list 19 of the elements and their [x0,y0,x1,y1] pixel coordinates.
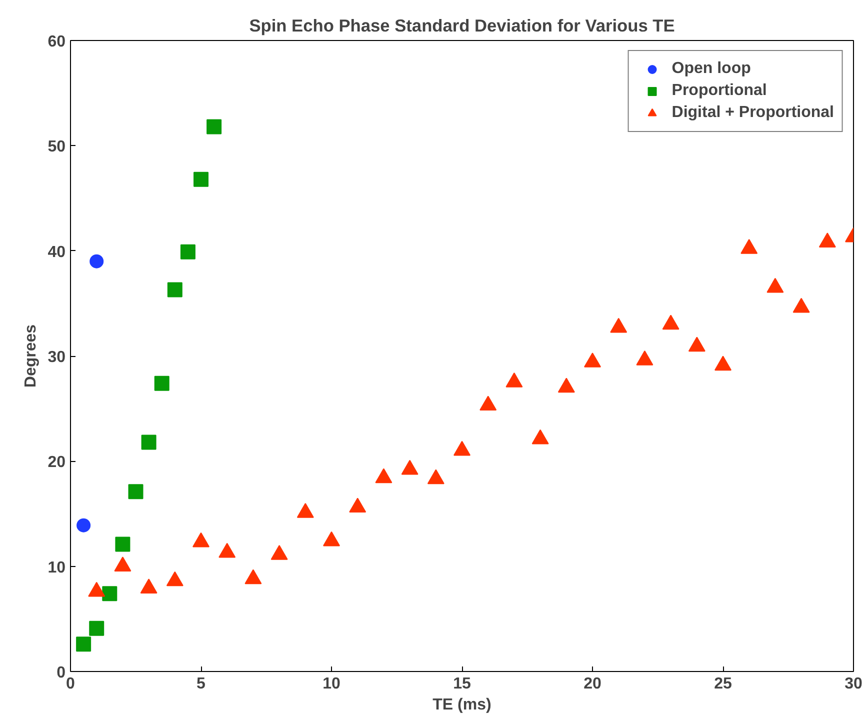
chart-title: Spin Echo Phase Standard Deviation for Various TE [249,16,675,36]
x-tick-label: 30 [844,676,862,692]
y-tick-label: 60 [48,34,66,50]
x-tick-label: 25 [714,676,732,692]
y-tick-label: 40 [48,244,66,261]
legend-label: Digital + Proportional [672,104,834,122]
y-tick-label: 0 [56,664,66,682]
x-tick-label: 5 [196,676,206,692]
y-tick-label: 30 [48,349,66,366]
x-tick-label: 10 [322,676,340,692]
x-tick-label: 20 [584,676,602,692]
y-axis-title: Degrees [22,324,40,388]
x-axis-title: TE (ms) [432,696,492,714]
legend-label: Open loop [672,60,751,78]
x-tick-label: 15 [453,676,471,692]
y-tick-label: 20 [48,454,66,472]
y-tick-label: 10 [48,559,66,576]
y-tick-label: 50 [48,138,66,156]
legend-label: Proportional [672,82,767,100]
